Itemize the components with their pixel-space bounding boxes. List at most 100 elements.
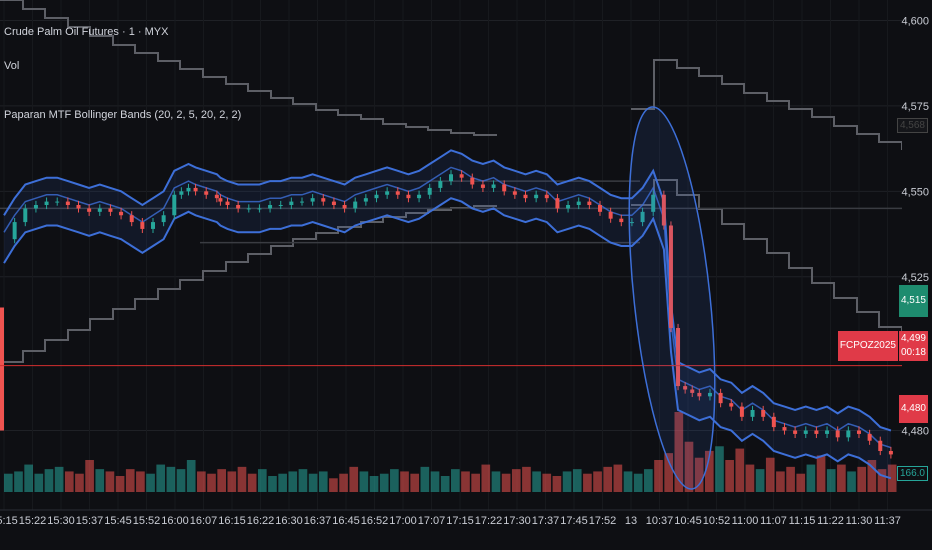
candle-body — [793, 430, 798, 434]
x-tick-label: 17:15 — [446, 515, 474, 527]
volume-bar — [298, 469, 308, 492]
x-tick-label: 13 — [625, 515, 637, 527]
volume-bar — [857, 466, 867, 492]
legend-indicator[interactable]: Paparan MTF Bollinger Bands (20, 2, 5, 2… — [4, 109, 242, 121]
candle-body — [587, 201, 592, 205]
candle-body — [87, 208, 92, 212]
ltf-bands — [3, 149, 892, 480]
candle-body — [566, 205, 571, 209]
volume-bar — [735, 448, 745, 492]
candle-body — [771, 416, 776, 428]
volume-bar — [583, 473, 592, 492]
candle-body — [33, 205, 38, 209]
volume-bar — [278, 473, 287, 492]
volume-bars — [4, 412, 897, 492]
volume-bar — [542, 473, 552, 492]
candle-body — [512, 191, 517, 195]
candle-body — [65, 201, 70, 205]
volume-bar — [613, 464, 623, 492]
volume-bar — [197, 471, 206, 492]
ltf-upper-band — [3, 149, 892, 432]
candle-body — [878, 440, 883, 451]
candle-body — [44, 201, 49, 205]
candle-body — [161, 215, 166, 223]
volume-bar — [85, 460, 94, 492]
candle-body — [697, 392, 702, 397]
time-axis-bg — [0, 510, 932, 550]
volume-bar — [532, 471, 541, 492]
volume-bar — [623, 471, 633, 492]
contract-price-tag: 4,499 — [898, 331, 928, 347]
volume-bar — [166, 466, 176, 492]
htf-lower-band-2 — [631, 179, 903, 342]
candle-body — [598, 205, 602, 212]
volume-bar — [522, 466, 531, 492]
volume-bar — [704, 450, 714, 492]
candle-body — [406, 194, 411, 199]
y-tick-label: 4,575 — [901, 101, 929, 113]
price-axis: 4,600 4,575 4,550 4,525 4,480 — [901, 0, 932, 520]
x-tick-label: 17:07 — [418, 515, 446, 527]
volume-bar — [207, 473, 216, 492]
volume-bar — [644, 469, 653, 492]
candle-body — [268, 205, 273, 209]
volume-bar — [4, 473, 13, 492]
candle-body — [707, 392, 712, 397]
y-tick-label: 4,480 — [901, 426, 929, 438]
chart-grid — [0, 20, 902, 431]
x-tick-label: 10:37 — [646, 515, 674, 527]
x-tick-label: 16:52 — [361, 515, 389, 527]
candle-body — [331, 201, 336, 205]
candle-body — [856, 430, 861, 434]
volume-bar — [34, 473, 44, 492]
volume-bar — [268, 476, 277, 492]
volume-bar — [44, 469, 54, 492]
x-tick-label: 10:45 — [674, 515, 702, 527]
volume-bar — [867, 460, 877, 492]
volume-bar — [176, 469, 186, 492]
candle-body — [278, 205, 283, 206]
volume-bar — [816, 455, 826, 492]
volume-bar — [227, 471, 237, 492]
volume-value-tag: 166.0 — [896, 466, 928, 481]
volume-bar — [125, 469, 135, 492]
volume-bar — [288, 471, 298, 492]
volume-bar — [593, 471, 602, 492]
candle-body — [108, 208, 113, 212]
candle-body — [55, 201, 60, 203]
candle-body — [449, 174, 453, 182]
x-tick-label: 16:22 — [247, 515, 275, 527]
candle-body — [555, 198, 560, 209]
candle-body — [502, 184, 507, 192]
candle-body — [661, 194, 666, 226]
ltf-band-fill — [4, 150, 891, 479]
legend-title[interactable]: Crude Palm Oil Futures · 1 · MYX — [4, 26, 169, 38]
volume-bar — [146, 473, 155, 492]
volume-bar — [684, 441, 694, 492]
volume-bar — [674, 412, 684, 492]
volume-bar — [14, 471, 23, 492]
legend-vol[interactable]: Vol — [4, 60, 20, 72]
candle-body — [750, 410, 755, 417]
candle-body — [846, 430, 851, 438]
volume-bar — [400, 471, 409, 492]
volume-bar — [837, 464, 846, 492]
x-tick-label: 17:37 — [532, 515, 560, 527]
x-tick-label: 16:30 — [275, 515, 303, 527]
volume-bar — [105, 471, 115, 492]
volume-bar — [308, 473, 318, 492]
candle-body — [683, 386, 688, 390]
volume-bar — [491, 471, 501, 492]
htf-upper-band-2 — [631, 59, 903, 150]
candle-body — [353, 201, 358, 209]
contract-tag: FCPOZ2025 — [837, 331, 898, 361]
volume-bar — [796, 473, 806, 492]
volume-bar — [694, 457, 704, 492]
volume-bar — [501, 473, 511, 492]
volume-bar — [430, 471, 440, 492]
candle-body — [257, 208, 262, 210]
x-tick-label: 11:07 — [760, 515, 787, 527]
candle-body — [640, 211, 645, 223]
candle-body — [619, 218, 624, 223]
